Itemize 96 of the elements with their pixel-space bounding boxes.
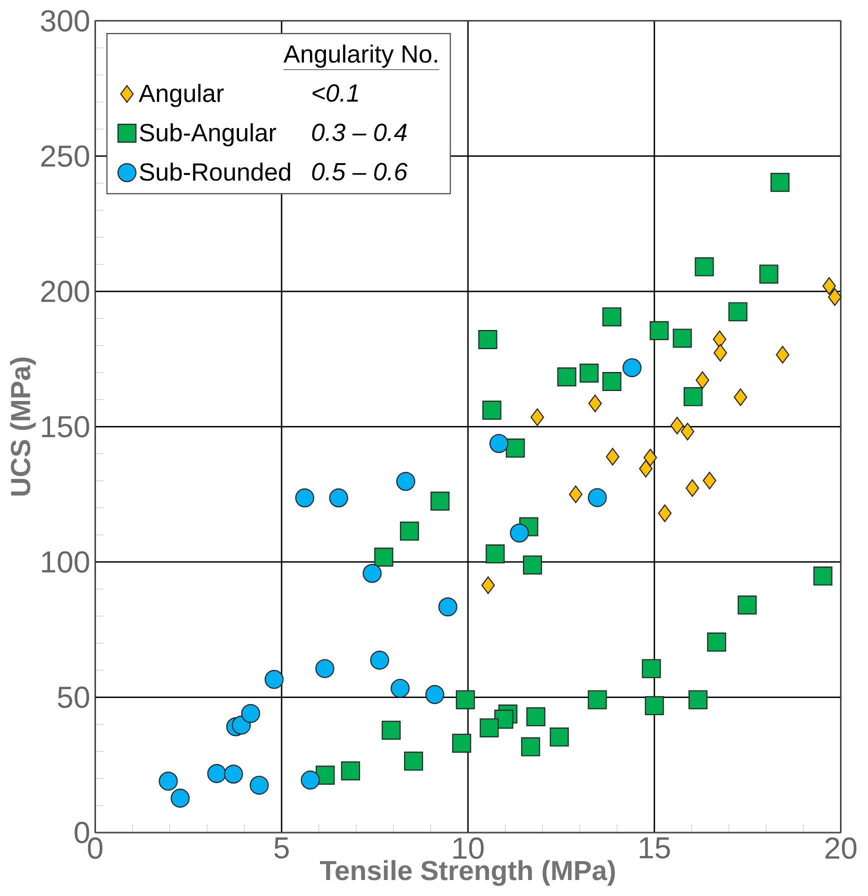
- point: [315, 659, 334, 678]
- point: [170, 788, 190, 808]
- x-tick-label: 10: [454, 837, 484, 859]
- point: [639, 460, 653, 478]
- y-tick-label: 50: [58, 686, 90, 708]
- point: [650, 321, 669, 340]
- y-tick-label: 0: [74, 822, 90, 844]
- legend-label: Sub-Angular: [140, 123, 276, 146]
- point: [295, 488, 314, 508]
- annotation: 0.3 – 0.4: [312, 124, 407, 142]
- point: [738, 595, 757, 615]
- point: [642, 659, 662, 678]
- x-tick-label: 20: [826, 837, 857, 859]
- point: [370, 650, 390, 670]
- point: [207, 764, 226, 784]
- point: [645, 696, 664, 716]
- point: [486, 544, 505, 564]
- y-tick-label: 250: [41, 145, 90, 167]
- point: [776, 346, 790, 364]
- point: [770, 172, 790, 192]
- point: [521, 737, 540, 756]
- point: [506, 438, 525, 458]
- point: [362, 564, 382, 583]
- point: [814, 566, 833, 586]
- y-tick-label: 200: [41, 280, 90, 302]
- point: [530, 408, 544, 426]
- point: [580, 364, 599, 383]
- point: [374, 548, 394, 567]
- x-tick-label: 5: [274, 837, 289, 859]
- point: [452, 734, 472, 753]
- point: [694, 257, 714, 276]
- point: [300, 770, 320, 790]
- point: [526, 707, 546, 726]
- y-axis-title: UCS (MPa): [10, 358, 36, 496]
- point: [158, 772, 178, 791]
- point: [602, 307, 622, 326]
- point: [702, 472, 716, 490]
- point: [759, 264, 778, 284]
- point: [828, 288, 842, 306]
- point: [672, 328, 692, 348]
- point: [341, 761, 360, 780]
- point: [588, 488, 607, 508]
- point: [734, 388, 748, 406]
- x-tick-label: 15: [640, 837, 670, 859]
- point: [688, 690, 708, 710]
- y-tick-label: 150: [42, 416, 90, 438]
- y-tick-label: 300: [41, 10, 90, 32]
- point: [680, 422, 694, 440]
- point: [425, 685, 444, 704]
- point: [241, 704, 260, 724]
- point: [557, 367, 576, 386]
- point: [264, 670, 284, 689]
- point: [400, 522, 420, 541]
- point: [482, 400, 502, 420]
- point: [602, 372, 622, 392]
- point: [250, 776, 269, 795]
- point: [822, 277, 836, 295]
- point: [644, 448, 658, 466]
- point: [480, 718, 499, 738]
- point: [696, 371, 710, 389]
- point: [713, 330, 727, 348]
- point: [390, 678, 410, 698]
- point: [438, 597, 458, 616]
- legend-title: Angularity No.: [284, 44, 438, 68]
- point: [224, 764, 244, 784]
- point: [396, 472, 416, 491]
- point: [670, 416, 684, 434]
- point: [510, 524, 530, 543]
- point: [430, 492, 450, 511]
- point: [606, 448, 620, 466]
- point: [329, 488, 348, 508]
- x-axis-title: Tensile Strength (MPa): [320, 860, 616, 886]
- point: [404, 752, 424, 771]
- point: [707, 632, 726, 652]
- point: [684, 387, 703, 406]
- point: [523, 555, 542, 574]
- point: [728, 302, 748, 322]
- annotation: <0.1: [312, 84, 358, 102]
- point: [714, 344, 728, 362]
- point: [588, 394, 602, 412]
- legend-label: Sub-Rounded: [140, 162, 290, 181]
- y-tick-label: 100: [42, 551, 90, 573]
- point: [456, 690, 476, 710]
- point: [588, 690, 607, 710]
- point: [490, 434, 509, 453]
- point: [482, 576, 496, 594]
- point: [686, 479, 700, 497]
- point: [550, 728, 569, 747]
- point: [382, 720, 401, 740]
- legend-label: Angular: [138, 84, 224, 108]
- point: [478, 330, 498, 350]
- point: [622, 358, 642, 378]
- point: [658, 504, 672, 522]
- point: [569, 486, 583, 504]
- annotation: 0.5 – 0.6: [312, 162, 408, 180]
- x-tick-label: 0: [88, 837, 103, 859]
